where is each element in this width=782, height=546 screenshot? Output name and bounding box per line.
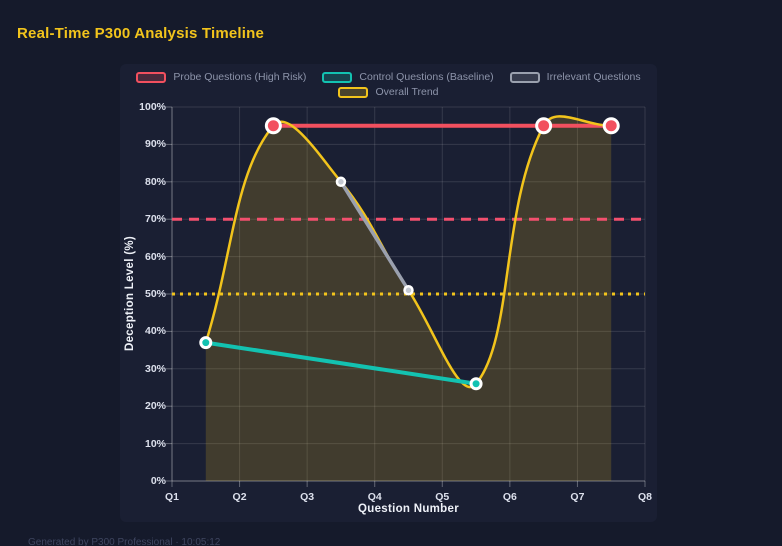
- data-point[interactable]: [335, 176, 347, 188]
- footer-text: Generated by P300 Professional · 10:05:1…: [28, 537, 221, 546]
- legend-item-2[interactable]: Irrelevant Questions: [509, 71, 641, 83]
- x-tick-label: Q5: [435, 491, 450, 503]
- y-tick-label: 80%: [144, 175, 166, 188]
- y-axis-title: Deception Level (%): [124, 236, 136, 352]
- x-axis-title: Question Number: [358, 503, 459, 515]
- legend-swatch: [338, 86, 369, 98]
- data-point[interactable]: [602, 117, 620, 135]
- legend-swatch: [509, 71, 540, 83]
- y-tick-label: 100%: [139, 101, 166, 113]
- x-tick-label: Q8: [637, 491, 652, 503]
- plot-area: 0% 10% 20% 30% 40% 50% 60% 70% 80% 90% 100% Q1 Q2 Q3…: [120, 64, 657, 522]
- chart-card: Probe Questions (High Risk) Control Quest…: [120, 64, 657, 522]
- x-tick-label: Q3: [300, 491, 315, 503]
- y-tick-label: 0%: [150, 475, 166, 487]
- legend-label: Irrelevant Questions: [546, 71, 641, 83]
- legend-item-3[interactable]: Overall Trend: [338, 86, 439, 98]
- trend-fill-area: [205, 116, 612, 482]
- data-point[interactable]: [535, 117, 553, 135]
- legend-item-0[interactable]: Probe Questions (High Risk): [136, 71, 306, 83]
- data-point[interactable]: [199, 336, 213, 350]
- legend-label: Control Questions (Baseline): [359, 71, 494, 83]
- x-tick-label: Q7: [570, 491, 585, 503]
- x-tick-label: Q2: [232, 491, 247, 503]
- y-tick-label: 70%: [144, 213, 166, 226]
- x-tick-label: Q6: [502, 491, 517, 503]
- x-tick-label: Q1: [164, 491, 179, 503]
- y-tick-label: 90%: [144, 138, 166, 151]
- data-point[interactable]: [403, 285, 414, 296]
- y-tick-label: 60%: [144, 250, 166, 263]
- y-tick-label: 30%: [144, 362, 166, 375]
- data-point[interactable]: [469, 377, 483, 391]
- y-tick-label: 10%: [144, 437, 166, 450]
- chart-legend: Probe Questions (High Risk) Control Quest…: [120, 71, 657, 98]
- plot-svg: [166, 106, 646, 487]
- series-line-2: [339, 180, 411, 293]
- legend-label: Overall Trend: [375, 86, 439, 98]
- y-tick-label: 40%: [144, 325, 166, 338]
- legend-swatch: [136, 71, 167, 83]
- legend-swatch: [322, 71, 353, 83]
- y-tick-label: 20%: [144, 400, 166, 413]
- page-title: Real-Time P300 Analysis Timeline: [17, 25, 265, 42]
- data-point[interactable]: [264, 117, 282, 135]
- legend-item-1[interactable]: Control Questions (Baseline): [322, 71, 494, 83]
- x-tick-label: Q4: [367, 491, 382, 503]
- y-tick-label: 50%: [144, 288, 166, 300]
- series-line-1: [203, 340, 479, 386]
- legend-label: Probe Questions (High Risk): [173, 71, 307, 83]
